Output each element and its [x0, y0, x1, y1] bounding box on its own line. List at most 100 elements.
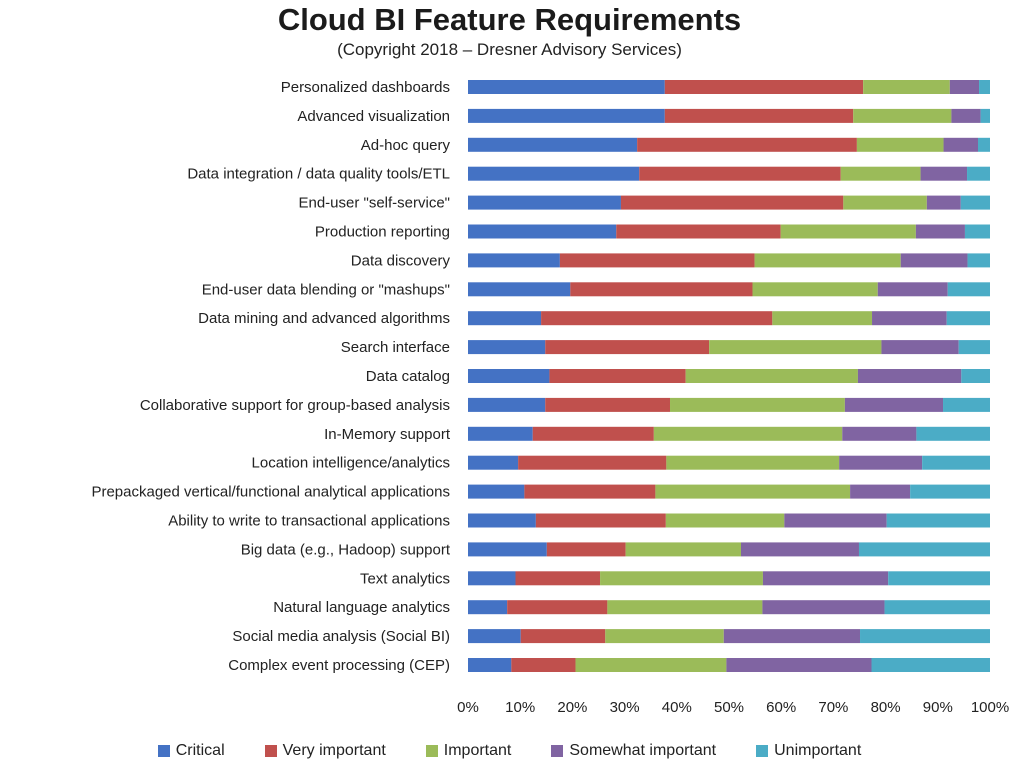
bar-segment-critical: [468, 340, 546, 355]
bar-segment-very-important: [545, 340, 710, 355]
bar-segment-somewhat-important: [943, 137, 978, 152]
bar-segment-somewhat-important: [872, 311, 947, 326]
bar-segment-important: [780, 224, 916, 239]
bar-segment-important: [665, 513, 785, 528]
bar-segment-very-important: [545, 397, 671, 412]
bar-segment-critical: [468, 629, 521, 644]
bar-segment-somewhat-important: [784, 513, 887, 528]
bar-segment-somewhat-important: [951, 108, 981, 123]
category-label: In-Memory support: [324, 426, 451, 443]
bar-segment-unimportant: [946, 311, 990, 326]
bar-segment-very-important: [637, 137, 857, 152]
legend-label: Critical: [175, 742, 225, 759]
bar-segment-very-important: [639, 166, 841, 181]
category-label: Personalized dashboards: [281, 79, 450, 96]
bar-segment-critical: [468, 166, 640, 181]
bar-segment-somewhat-important: [920, 166, 968, 181]
bar-segment-important: [754, 253, 901, 268]
bar-segment-very-important: [507, 600, 608, 615]
bar-segment-very-important: [620, 195, 844, 210]
x-tick-label: 40%: [662, 699, 692, 716]
category-label: Prepackaged vertical/functional analytic…: [91, 484, 450, 501]
bar-segment-very-important: [532, 426, 654, 441]
legend-swatch: [551, 745, 564, 757]
bar-segment-unimportant: [979, 80, 990, 94]
x-tick-label: 90%: [923, 699, 953, 716]
bar-segment-very-important: [559, 253, 755, 268]
bar-segment-important: [670, 397, 845, 412]
bar-segment-somewhat-important: [949, 80, 980, 94]
category-label: Data catalog: [366, 368, 450, 385]
bar-segment-important: [685, 369, 858, 383]
bar-segment-unimportant: [860, 629, 990, 644]
bar-segment-important: [605, 629, 724, 644]
bar-segment-critical: [468, 282, 571, 297]
bar-segment-somewhat-important: [842, 426, 917, 441]
bar-segment-critical: [468, 108, 665, 123]
legend-swatch: [264, 745, 277, 757]
category-label: Search interface: [341, 339, 450, 356]
bar-segment-unimportant: [871, 658, 990, 672]
category-label: Collaborative support for group-based an…: [140, 397, 450, 414]
legend-item: Important: [425, 742, 511, 760]
bar-segment-unimportant: [888, 571, 990, 586]
bar-segment-unimportant: [958, 340, 990, 355]
bar-segment-somewhat-important: [726, 658, 872, 672]
category-label: Data mining and advanced algorithms: [198, 310, 450, 327]
category-label: Text analytics: [360, 570, 450, 587]
bar-segment-critical: [468, 455, 519, 470]
category-label: Natural language analytics: [273, 599, 450, 616]
bar-segment-unimportant: [943, 397, 990, 412]
bar-segment-important: [655, 484, 851, 499]
bar-segment-somewhat-important: [877, 282, 948, 297]
bar-segment-important: [607, 600, 763, 615]
bar-segment-important: [709, 340, 882, 355]
legend-swatch: [756, 745, 769, 757]
legend-swatch: [425, 745, 438, 757]
category-label: Social media analysis (Social BI): [232, 628, 450, 645]
category-label: Ad-hoc query: [361, 137, 451, 154]
bar-segment-somewhat-important: [857, 369, 962, 383]
bar-segment-critical: [468, 571, 516, 586]
bar-segment-very-important: [664, 108, 854, 123]
bar-segment-somewhat-important: [723, 629, 861, 644]
category-label: Production reporting: [315, 224, 450, 241]
chart-title: Cloud BI Feature Requirements: [277, 2, 742, 37]
legend-swatch: [157, 745, 170, 757]
bar-segment-critical: [468, 513, 536, 528]
stacked-bar-chart: Personalized dashboards Advanced visualiz…: [91, 79, 1009, 716]
bar-segment-unimportant: [858, 542, 990, 557]
bar-segment-unimportant: [922, 455, 990, 470]
bar-segment-unimportant: [980, 108, 990, 123]
bar-segment-critical: [468, 224, 617, 239]
bar-segment-important: [653, 426, 843, 441]
bar-segment-important: [600, 571, 763, 586]
category-label: Location intelligence/analytics: [252, 455, 450, 472]
bar-segment-unimportant: [916, 426, 990, 441]
bar-segment-critical: [468, 542, 547, 557]
bar-segment-critical: [468, 426, 533, 441]
legend: Critical Very important Important Somewhat …: [0, 742, 1019, 760]
category-label: Advanced visualization: [297, 108, 450, 125]
x-tick-label: 80%: [871, 699, 901, 716]
bar-segment-very-important: [535, 513, 666, 528]
x-tick-label: 20%: [557, 699, 587, 716]
bar-segment-somewhat-important: [915, 224, 965, 239]
bar-segment-unimportant: [967, 253, 990, 268]
bar-segment-critical: [468, 658, 512, 672]
bar-segment-unimportant: [886, 513, 990, 528]
x-tick-label: 50%: [714, 699, 744, 716]
bar-segment-important: [863, 80, 950, 94]
legend-label: Unimportant: [774, 742, 862, 759]
bar-segment-unimportant: [884, 600, 990, 615]
legend-item: Critical: [157, 742, 225, 760]
bar-segment-unimportant: [967, 166, 990, 181]
bar-segment-very-important: [524, 484, 656, 499]
bar-segment-very-important: [541, 311, 773, 326]
bar-segment-somewhat-important: [850, 484, 911, 499]
bar-segment-very-important: [570, 282, 753, 297]
category-label: Big data (e.g., Hadoop) support: [241, 541, 451, 558]
legend-item: Somewhat important: [551, 742, 716, 760]
bar-segment-critical: [468, 397, 546, 412]
bar-segment-somewhat-important: [844, 397, 944, 412]
